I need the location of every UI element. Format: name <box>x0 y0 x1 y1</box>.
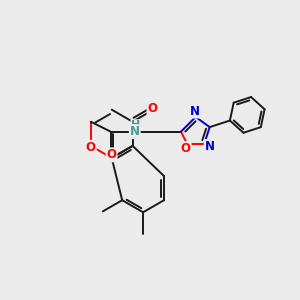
Text: O: O <box>148 102 158 115</box>
Text: H: H <box>131 120 141 130</box>
Text: N: N <box>130 125 140 138</box>
Text: N: N <box>190 105 200 118</box>
Text: O: O <box>106 148 117 161</box>
Text: N: N <box>205 140 214 153</box>
Text: O: O <box>181 142 190 155</box>
Text: O: O <box>86 141 96 154</box>
